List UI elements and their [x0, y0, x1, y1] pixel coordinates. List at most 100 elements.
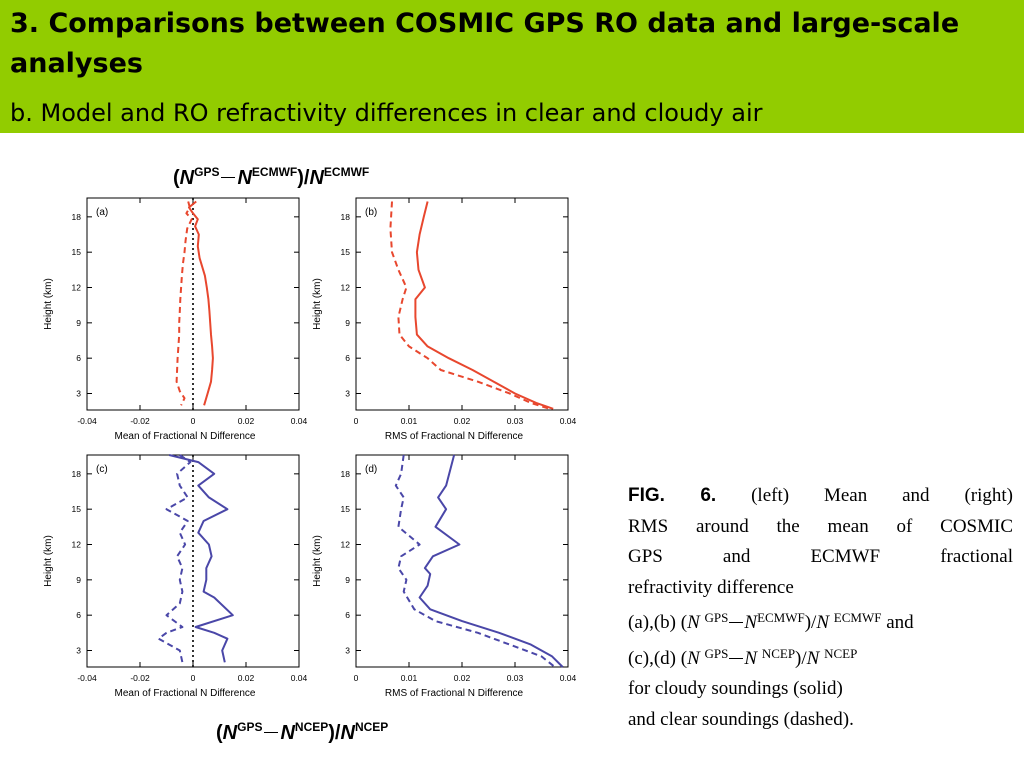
x-tick-label: -0.02	[130, 673, 150, 683]
y-tick-label: 6	[345, 353, 350, 363]
caption-text: for cloudy soundings (solid)	[628, 678, 843, 699]
y-axis-label: Height (km)	[312, 278, 323, 330]
chart-panel-d: 0 0.01 0.02 0.03 0.04 3 6 9 12 15 18 RMS of Fractio…	[312, 454, 577, 699]
x-tick-label: 0.01	[401, 673, 418, 683]
caption-n: N	[687, 612, 700, 633]
formula-n: N	[309, 167, 324, 189]
caption-text: refractivity difference	[628, 576, 794, 598]
plot-frame	[355, 197, 569, 411]
caption-n: N	[806, 647, 820, 669]
formula-ncep: (NGPS NNCEP)/NNCEP	[216, 720, 389, 744]
plot-frame	[355, 454, 569, 668]
y-tick-label: 18	[72, 469, 82, 479]
formula-ref: NCEP	[294, 720, 329, 734]
x-axis-label: Mean of Fractional N Difference	[115, 688, 256, 699]
y-tick-label: 18	[72, 212, 82, 222]
formula-n: N	[237, 167, 252, 189]
y-tick-label: 3	[345, 389, 350, 399]
clear-sounding-line	[389, 201, 550, 410]
formula-n: N	[340, 722, 355, 744]
x-tick-label: 0.02	[454, 673, 471, 683]
panel-label: (b)	[365, 207, 377, 218]
caption-sup: ECMWF	[833, 610, 882, 625]
caption-text: (left) Mean and (right)	[751, 485, 1013, 506]
caption-sup: GPS	[704, 610, 729, 625]
formula-ref: ECMWF	[323, 165, 370, 179]
caption-text: GPS and ECMWF fractional	[628, 546, 1013, 567]
cloudy-sounding-line	[188, 200, 214, 406]
y-tick-label: 15	[341, 247, 351, 257]
x-tick-label: -0.04	[77, 416, 97, 426]
formula-n: N	[222, 722, 238, 744]
y-tick-label: 12	[72, 540, 82, 550]
x-tick-label: 0.04	[291, 673, 308, 683]
title-banner: 3. Comparisons between COSMIC GPS RO dat…	[0, 0, 1024, 133]
formula-ref: NCEP	[354, 720, 389, 734]
panel-label: (c)	[96, 464, 108, 475]
y-tick-label: 12	[341, 540, 351, 550]
chart-panel-a: -0.04 -0.02 0 0.02 0.04 3 6 9 12 15 18 Mean of Frac…	[43, 197, 308, 442]
caption-formula-cd: (c),(d) (N GPS N NCEP)/N NCEP	[628, 645, 858, 669]
y-tick-label: 15	[341, 504, 351, 514]
caption-sup: ECMWF	[757, 610, 805, 625]
y-tick-label: 6	[345, 610, 350, 620]
caption-text: and	[886, 612, 914, 633]
x-tick-label: 0	[191, 673, 196, 683]
x-tick-label: 0.02	[238, 416, 255, 426]
x-tick-label: 0.04	[560, 673, 577, 683]
cloudy-sounding-line	[414, 201, 554, 410]
y-tick-label: 18	[341, 212, 351, 222]
y-tick-label: 6	[76, 610, 81, 620]
chart-panel-b: 0 0.01 0.02 0.03 0.04 3 6 9 12 15 18 RMS of Fractio…	[312, 197, 577, 442]
y-tick-label: 12	[341, 283, 351, 293]
x-tick-label: 0.01	[401, 416, 418, 426]
clear-sounding-line	[175, 201, 193, 406]
caption-text: (c),(d) (	[628, 647, 688, 669]
x-tick-label: 0.03	[507, 673, 524, 683]
x-tick-label: 0	[191, 416, 196, 426]
caption-fig-label: FIG. 6.	[628, 485, 717, 506]
panel-label: (d)	[365, 464, 377, 475]
y-tick-label: 6	[76, 353, 81, 363]
y-axis-label: Height (km)	[312, 535, 323, 587]
formula-ref: ECMWF	[251, 165, 298, 179]
clear-sounding-line	[157, 454, 192, 663]
caption-sup: NCEP	[824, 645, 858, 661]
caption-formula-ab: (a),(b) (N GPS NECMWF)/N ECMWF and	[628, 610, 914, 633]
x-tick-label: -0.04	[77, 673, 97, 683]
chart-panel-c: -0.04 -0.02 0 0.02 0.04 3 6 9 12 15 18 Mean of Frac…	[43, 454, 308, 699]
caption-sup: GPS	[704, 645, 729, 661]
x-tick-label: 0.02	[238, 673, 255, 683]
cloudy-sounding-line	[168, 454, 234, 663]
x-axis-label: RMS of Fractional N Difference	[385, 688, 524, 699]
y-tick-label: 9	[76, 575, 81, 585]
caption-sup: NCEP	[761, 645, 796, 661]
cloudy-sounding-line	[418, 454, 564, 668]
caption-n: N	[744, 612, 758, 633]
x-tick-label: 0	[354, 416, 359, 426]
formula-n: N	[179, 167, 195, 189]
y-tick-label: 9	[345, 318, 350, 328]
y-tick-label: 9	[76, 318, 81, 328]
formula-ecmwf: (NGPS NECMWF)/NECMWF	[173, 165, 370, 189]
panel-label: (a)	[96, 207, 108, 218]
x-tick-label: -0.02	[130, 416, 150, 426]
caption-text: (a),(b) (	[628, 612, 688, 633]
x-axis-label: Mean of Fractional N Difference	[115, 431, 256, 442]
y-tick-label: 12	[72, 283, 82, 293]
y-tick-label: 18	[341, 469, 351, 479]
x-tick-label: 0.04	[291, 416, 308, 426]
slide-subtitle: b. Model and RO refractivity differences…	[10, 99, 763, 127]
x-tick-label: 0.04	[560, 416, 577, 426]
y-tick-label: 3	[345, 646, 350, 656]
caption-text: and clear soundings (dashed).	[628, 708, 854, 730]
formula-gps: GPS	[237, 720, 263, 734]
y-tick-label: 3	[76, 389, 81, 399]
x-axis-label: RMS of Fractional N Difference	[385, 431, 524, 442]
figure-caption: FIG. 6. (left) Mean and (right) RMS arou…	[628, 481, 1013, 735]
slide-title: 3. Comparisons between COSMIC GPS RO dat…	[10, 8, 960, 79]
y-tick-label: 15	[72, 247, 82, 257]
y-tick-label: 15	[72, 504, 82, 514]
clear-sounding-line	[394, 454, 556, 668]
